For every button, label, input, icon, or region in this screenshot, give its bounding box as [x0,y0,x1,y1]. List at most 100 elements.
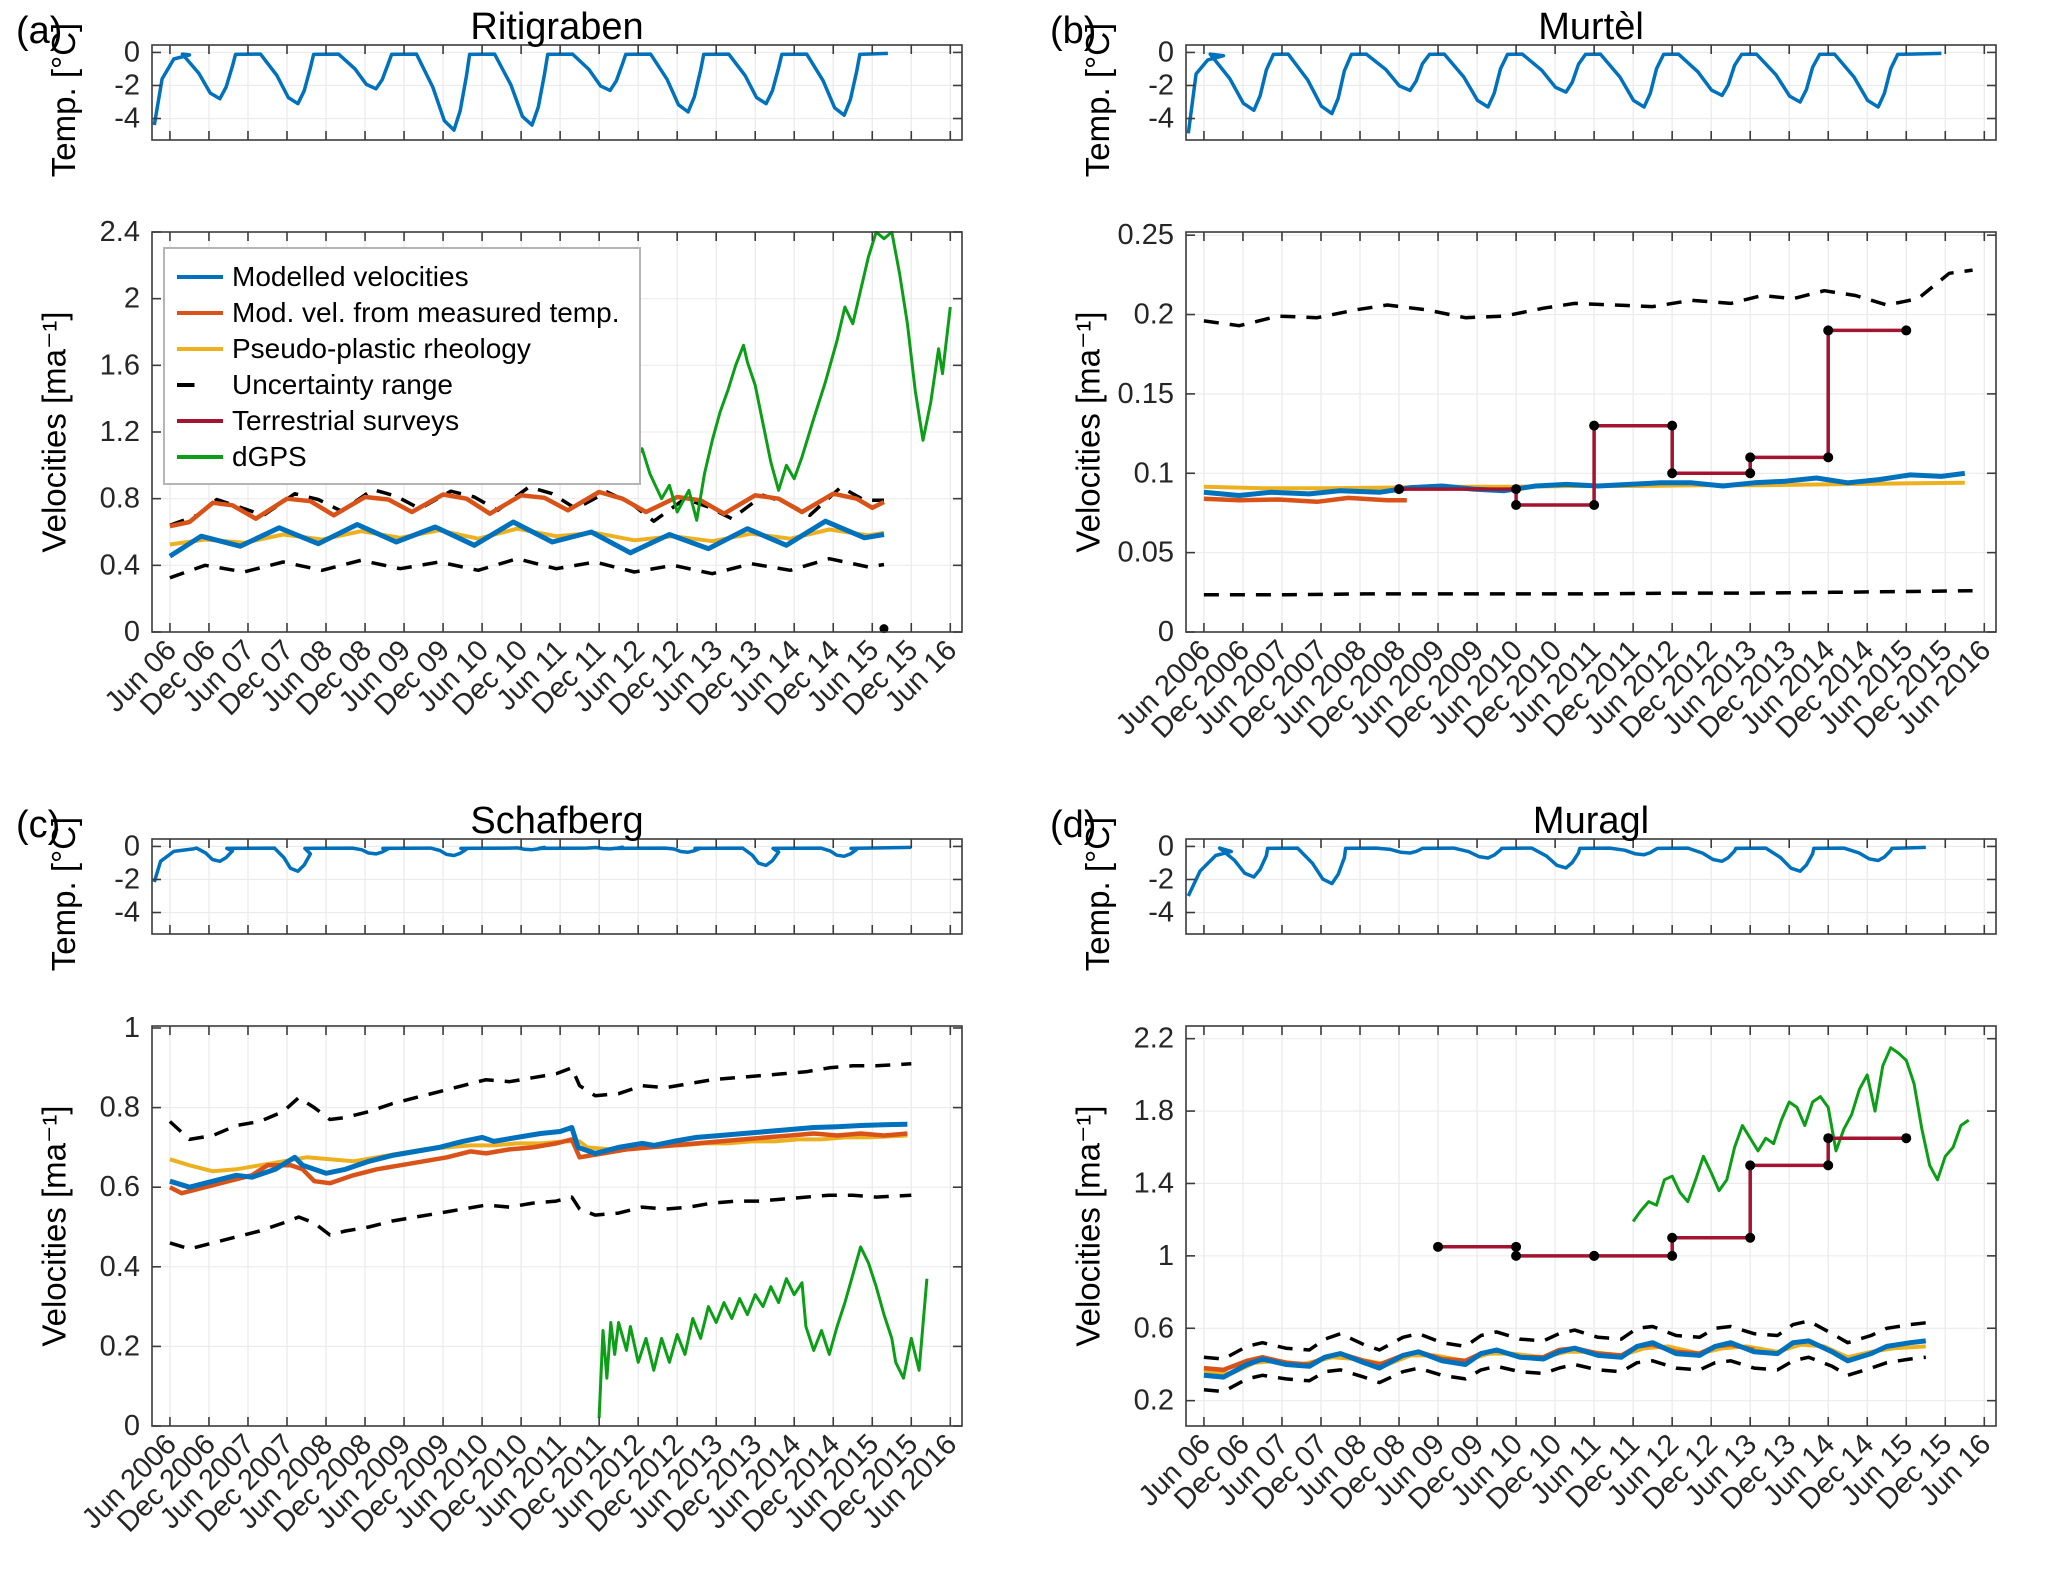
series-mod-vel-from-measured-temp- [168,1131,908,1196]
y-tick-label: -4 [114,897,140,929]
survey-marker [1511,500,1522,511]
survey-marker [1667,468,1678,479]
series-modelled-velocities [1203,470,1966,498]
y-tick-label: 0 [124,830,140,862]
survey-marker [1589,420,1600,431]
temp-plot: 0-2-4 [114,830,963,935]
temp-plot: 0-2-4 [114,36,963,141]
series-uncertainty-range-upper- [1203,1319,1927,1361]
survey-marker [1745,1232,1756,1243]
survey-marker [1745,468,1756,479]
axes-frame [1185,44,1997,141]
y-tick-label: 1 [1158,1240,1174,1272]
axes-frame [151,1025,963,1427]
y-tick-label: 0.8 [100,1092,140,1124]
series-mod-vel-from-measured-temp- [1203,495,1407,505]
survey-marker [1511,1250,1522,1261]
y-tick-label: 0 [1158,36,1174,68]
survey-marker [1745,452,1756,463]
y-tick-label: -4 [1148,897,1174,929]
axes-frame [1185,231,1997,633]
axes-frame [151,838,963,935]
series-uncertainty-range-lower- [1203,1355,1927,1394]
series-uncertainty-range-lower- [169,556,885,580]
y-tick-label: 0.2 [1134,299,1174,331]
y-tick-label: 0.2 [100,1330,140,1362]
survey-marker [1511,484,1522,495]
series-uncertainty-range-upper- [168,1062,912,1142]
series-dgps [1631,1046,1970,1223]
y-tick-label: 1.2 [100,416,140,448]
y-tick-label: 0 [1158,616,1174,648]
survey-marker [1394,484,1405,495]
y-tick-label: -2 [114,69,140,101]
temperature-line [152,51,888,132]
y-tick-label: -2 [114,863,140,895]
temperature-line [1186,845,1926,897]
survey-marker [1667,1232,1678,1243]
y-tick-label: 0.15 [1118,378,1174,410]
temp-plot: 0-2-4 [1148,830,1997,935]
survey-marker [1901,325,1912,336]
y-tick-label: 1.4 [1134,1167,1174,1199]
survey-marker [1823,452,1834,463]
y-tick-label: 0.2 [1134,1385,1174,1417]
survey-marker [1667,1250,1678,1261]
y-tick-label: 1.8 [1134,1095,1174,1127]
axes-frame [1185,1025,1997,1427]
temperature-line [152,845,912,883]
y-tick-label: 0.4 [100,1251,140,1283]
y-tick-label: 0 [124,36,140,68]
survey-marker [1589,500,1600,511]
series-modelled-velocities [1203,1338,1927,1380]
series-mod-vel-from-measured-temp- [169,489,885,529]
axes-frame [151,44,963,141]
series-dgps [597,1245,929,1419]
y-tick-label: 0 [124,1410,140,1442]
y-tick-label: 0.05 [1118,537,1174,569]
survey-marker [1823,1160,1834,1171]
series-uncertainty-range-lower- [169,1193,912,1251]
survey-marker [1901,1133,1912,1144]
y-tick-label: 0.8 [100,483,140,515]
survey-marker [1511,1241,1522,1252]
series-uncertainty-range-upper- [1203,268,1973,328]
series-modelled-velocities [168,518,885,559]
y-tick-label: 0.6 [1134,1312,1174,1344]
survey-marker [1823,325,1834,336]
temperature-line [1186,51,1942,134]
series-modelled-velocities [169,1121,908,1190]
axes-frame [1185,838,1997,935]
y-tick-label: -4 [114,103,140,135]
survey-marker [1823,1133,1834,1144]
y-tick-label: 2.2 [1134,1023,1174,1055]
y-tick-label: 1 [124,1012,140,1044]
y-tick-label: -4 [1148,103,1174,135]
series-uncertainty-range-lower- [1203,588,1973,597]
y-tick-label: 0.1 [1134,457,1174,489]
y-tick-label: -2 [1148,69,1174,101]
survey-point-marker [879,624,889,634]
survey-marker [1667,420,1678,431]
y-tick-label: 2 [124,283,140,315]
y-tick-label: 0 [1158,830,1174,862]
y-tick-label: -2 [1148,863,1174,895]
y-tick-label: 2.4 [100,216,140,248]
y-tick-label: 1.6 [100,349,140,381]
survey-marker [1745,1160,1756,1171]
survey-marker [1589,1250,1600,1261]
y-tick-label: 0.6 [100,1171,140,1203]
survey-marker [1433,1241,1444,1252]
y-tick-label: 0 [124,616,140,648]
y-tick-label: 0.25 [1118,219,1174,251]
